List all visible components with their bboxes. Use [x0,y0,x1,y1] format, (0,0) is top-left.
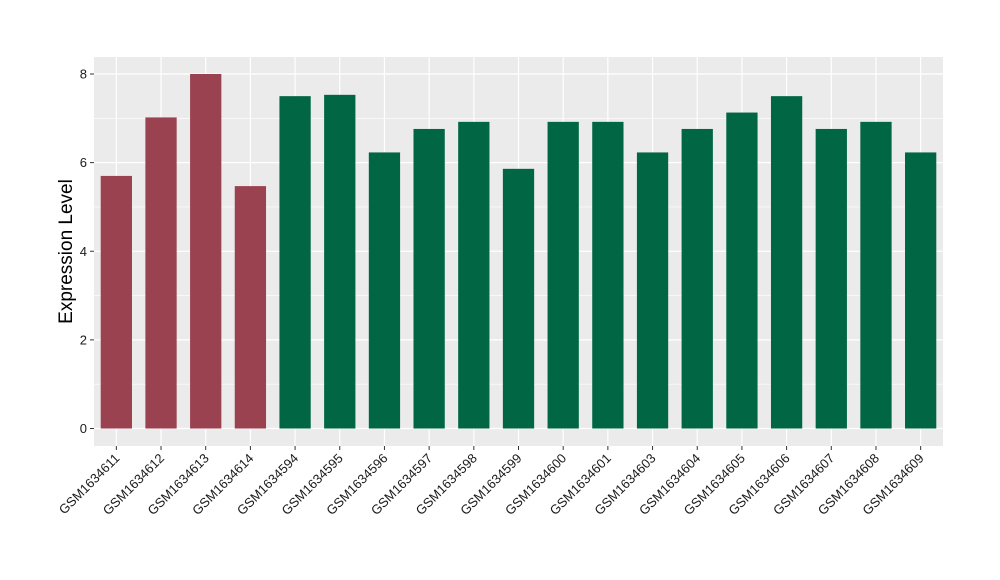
bar-GSM1634594 [279,96,311,429]
bar-GSM1634599 [502,168,535,429]
bar-GSM1634600 [547,121,579,429]
bar-GSM1634601 [592,121,624,429]
y-axis-title: Expression Level [56,179,77,324]
bars [100,74,937,429]
y-tick-label: 4 [80,244,87,259]
y-tick-label: 8 [80,67,87,82]
bar-GSM1634606 [770,96,803,429]
bar-GSM1634603 [636,152,669,429]
bar-GSM1634596 [368,152,401,429]
y-axis: 0 2 4 6 8 [80,67,94,436]
bar-GSM1634613 [190,74,222,429]
bar-GSM1634605 [726,112,758,429]
bar-GSM1634595 [324,94,356,429]
bar-GSM1634611 [100,175,132,429]
bar-GSM1634604 [681,128,713,429]
x-axis: GSM1634611GSM1634612GSM1634613GSM1634614… [56,446,927,518]
bar-GSM1634608 [860,121,892,429]
y-tick-label: 2 [80,332,87,347]
y-tick-label: 6 [80,155,87,170]
y-tick-label: 0 [80,421,87,436]
bar-GSM1634612 [145,117,177,429]
bar-GSM1634597 [413,128,445,429]
bar-GSM1634607 [815,128,847,429]
bar-GSM1634609 [905,152,937,429]
bar-GSM1634598 [458,121,490,429]
bar-GSM1634614 [234,186,267,429]
